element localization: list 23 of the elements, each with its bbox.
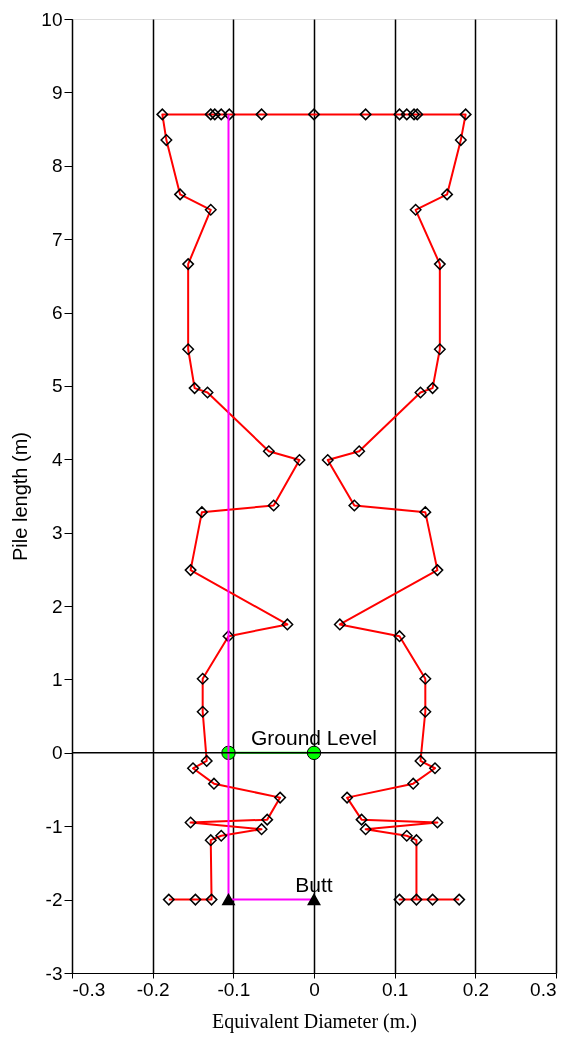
y-tick-label: 3 <box>51 522 63 544</box>
y-tick-label: 8 <box>51 155 63 177</box>
y-tick-label: 10 <box>41 8 63 30</box>
y-tick-label: 6 <box>51 302 63 324</box>
x-tick-label: 0.2 <box>462 978 490 1000</box>
x-tick-label: 0 <box>309 978 320 1000</box>
y-tick-label: 2 <box>51 595 63 617</box>
y-tick-label: 1 <box>51 668 63 690</box>
x-tick-label: -0.2 <box>136 978 170 1000</box>
x-tick-label: -0.1 <box>217 978 251 1000</box>
x-axis-title: Equivalent Diameter (m.) <box>212 1009 417 1033</box>
y-tick-label: -2 <box>45 889 63 911</box>
y-tick-label: 0 <box>51 742 63 764</box>
y-tick-label: 7 <box>51 228 63 250</box>
y-tick-label: 9 <box>51 81 63 103</box>
y-tick-label: -3 <box>45 962 63 984</box>
x-tick-label: -0.3 <box>72 978 106 1000</box>
y-tick-label: -1 <box>45 815 63 837</box>
y-tick-label: 4 <box>51 448 63 470</box>
x-tick-label: 0.3 <box>530 978 557 1000</box>
x-tick-label: 0.1 <box>381 978 409 1000</box>
y-tick-label: 5 <box>51 375 63 397</box>
y-axis-title: Pile length (m) <box>9 432 32 561</box>
